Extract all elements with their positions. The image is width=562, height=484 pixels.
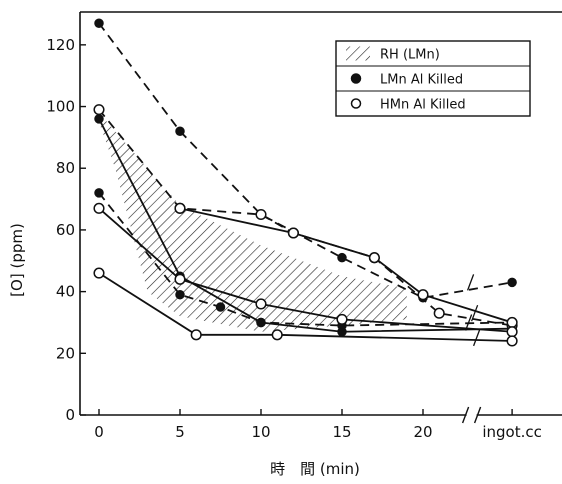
y-tick-label: 60 [56,221,75,239]
data-point-open [336,313,348,325]
y-tick-label: 0 [65,406,75,424]
data-point-filled [94,188,104,198]
data-point-open [433,307,445,319]
data-point-filled [337,252,347,263]
y-tick-label: 80 [56,159,75,177]
x-tick-label: 15 [332,423,351,441]
series-break-mark [466,274,475,291]
y-tick-label: 20 [56,344,75,362]
legend-filled-marker [350,73,362,84]
legend-open-marker [350,98,362,109]
data-point-filled [175,126,185,136]
x-axis-break-mark [473,406,482,424]
x-axis-title: 時 間 (min) [270,460,360,478]
data-point-open [190,329,202,341]
data-point-open [287,227,299,239]
data-point-open [506,335,518,347]
data-point-open [417,289,429,301]
data-point-open [174,273,186,285]
data-point-open [506,316,518,329]
legend-label: LMn Al Killed [380,73,463,88]
data-point-filled [94,114,104,124]
data-point-open [93,267,105,279]
data-point-open [506,326,518,338]
y-tick-label: 120 [46,36,75,54]
series-break-mark [464,314,473,331]
legend-label: RH (LMn) [380,48,440,63]
data-point-open [93,104,105,116]
series-break-mark [470,304,479,322]
data-point-filled [507,277,517,288]
x-tick-label: 5 [175,423,185,441]
x-axis-break-mark [461,406,470,424]
series-line-7 [98,272,513,342]
y-tick-label: 40 [56,283,75,301]
series-line-1 [98,22,513,299]
data-point-open [368,252,380,264]
data-point-filled [94,18,104,29]
rh-band-area [99,112,407,332]
y-axis-title: [O] (ppm) [8,223,26,297]
data-point-open [174,202,186,214]
marker-layer [93,18,518,347]
legend-hatch-swatch [346,46,370,61]
x-tick-label: 0 [94,423,104,441]
axes-layer: 0 20 40 60 80 100 120 0 5 10 15 20 ingot.cc [46,11,562,441]
data-point-filled [175,289,185,300]
data-point-open [255,208,267,221]
data-point-filled [256,317,266,328]
data-point-filled [215,302,226,312]
x-tick-label: ingot.cc [482,423,542,441]
series-line-3 [98,192,513,327]
data-point-open [271,329,283,341]
legend-label: HMn Al Killed [380,98,466,113]
x-tick-label: 10 [251,423,270,441]
band-layer [99,112,407,332]
data-point-open [93,202,105,214]
y-tick-label: 100 [46,98,75,116]
x-tick-label: 20 [413,423,432,441]
series-break-mark [472,329,481,347]
data-point-open [255,298,267,310]
legend: RH (LMn) LMn Al Killed HMn Al Killed [335,40,531,117]
